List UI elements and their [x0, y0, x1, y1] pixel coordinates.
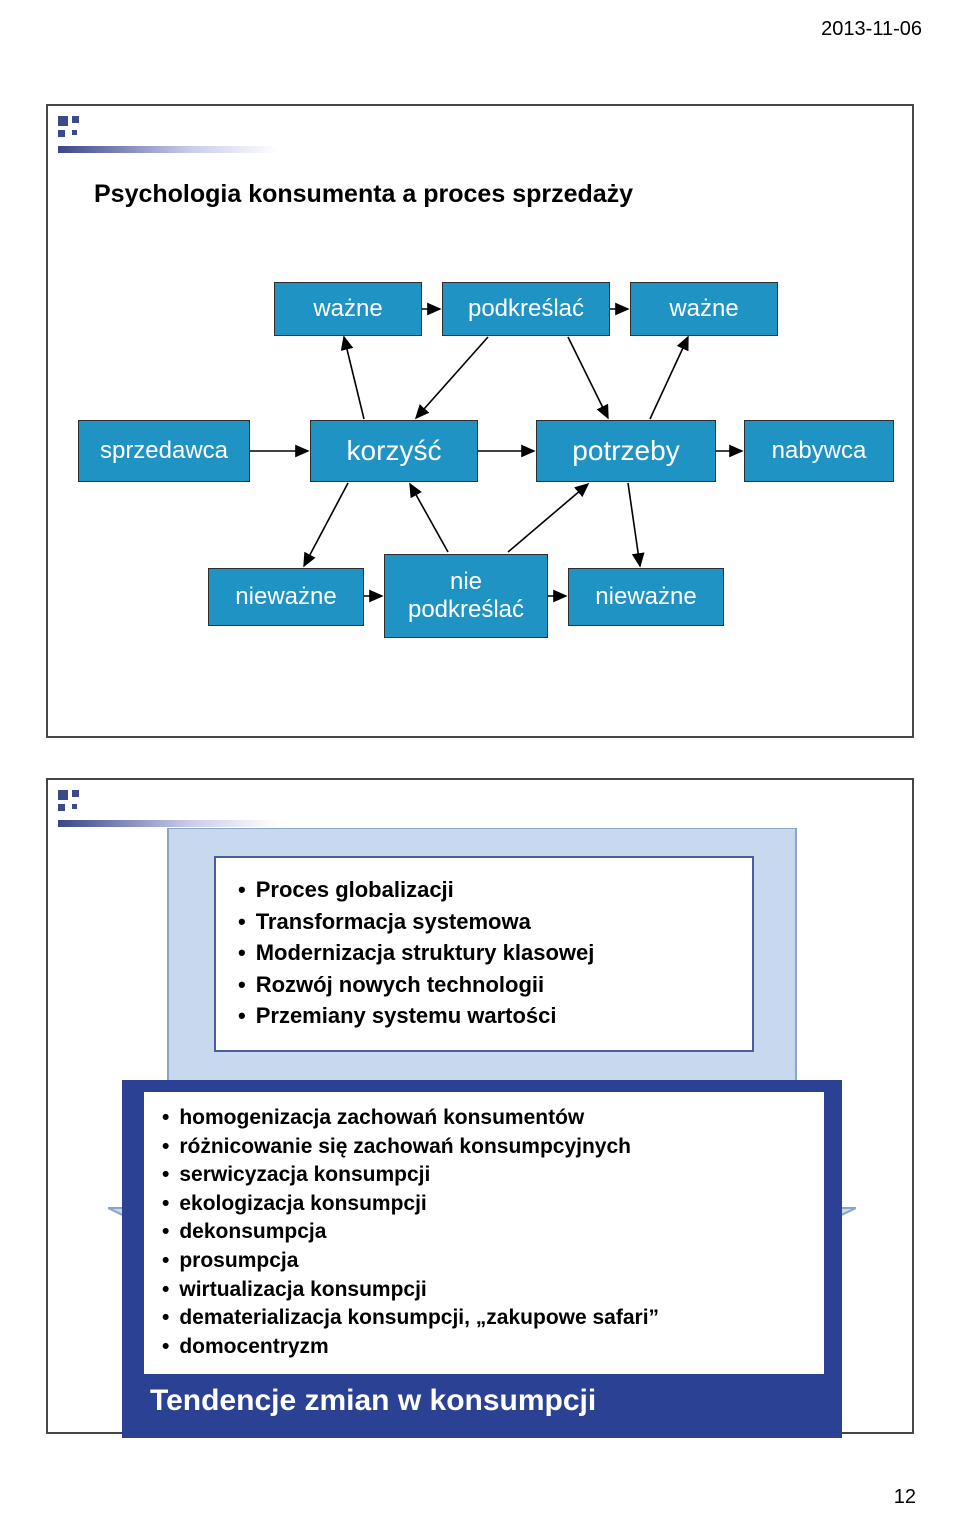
- box-korzysc: korzyść: [310, 420, 478, 482]
- box-nabywca: nabywca: [744, 420, 894, 482]
- box-label: ważne: [313, 295, 382, 323]
- label-item: Proces globalizacji: [238, 876, 734, 904]
- list-item: homogenizacja zachowań konsumentów: [162, 1105, 810, 1131]
- box-potrzeby: potrzeby: [536, 420, 716, 482]
- label-item: Rozwój nowych technologii: [238, 971, 734, 999]
- label-item: Modernizacja struktury klasowej: [238, 939, 734, 967]
- gradient-bar: [58, 146, 278, 153]
- gradient-bar: [58, 820, 278, 827]
- label-item: Transformacja systemowa: [238, 908, 734, 936]
- box-label: ważne: [669, 295, 738, 323]
- box-label: podkreślać: [468, 295, 584, 323]
- box-wazne-2: ważne: [630, 282, 778, 336]
- box-label: nieważne: [595, 583, 696, 611]
- blue-panel-caption: Tendencje zmian w konsumpcji: [144, 1384, 824, 1418]
- box-label: sprzedawca: [100, 437, 228, 465]
- list-item: domocentryzm: [162, 1334, 810, 1360]
- box-sprzedawca: sprzedawca: [78, 420, 250, 482]
- page-number: 12: [894, 1486, 916, 1509]
- box-nie-podkreslac: nie podkreślać: [384, 554, 548, 638]
- box-label: nieważne: [235, 583, 336, 611]
- corner-decoration-icon: [58, 790, 86, 818]
- box-label: nie podkreślać: [408, 568, 524, 623]
- list-item: dekonsumpcja: [162, 1219, 810, 1245]
- label-item: Przemiany systemu wartości: [238, 1002, 734, 1030]
- list-item: dematerializacja konsumpcji, „zakupowe s…: [162, 1305, 810, 1331]
- blue-panel: homogenizacja zachowań konsumentów różni…: [122, 1080, 842, 1438]
- box-label: nabywca: [772, 437, 867, 465]
- upper-labels-box: Proces globalizacji Transformacja system…: [214, 856, 754, 1052]
- box-label: potrzeby: [572, 435, 679, 467]
- list-item: różnicowanie się zachowań konsumpcyjnych: [162, 1134, 810, 1160]
- page: 2013-11-06 12 Psychologia konsumenta a p…: [0, 0, 960, 1527]
- slide-1-title: Psychologia konsumenta a proces sprzedaż…: [94, 180, 633, 209]
- list-item: wirtualizacja konsumpcji: [162, 1277, 810, 1303]
- blue-panel-inner: homogenizacja zachowań konsumentów różni…: [144, 1092, 824, 1374]
- list-item: prosumpcja: [162, 1248, 810, 1274]
- list-item: serwicyzacja konsumpcji: [162, 1162, 810, 1188]
- page-date: 2013-11-06: [821, 18, 922, 41]
- slide-1: Psychologia konsumenta a proces sprzedaż…: [46, 104, 914, 738]
- list-item: ekologizacja konsumpcji: [162, 1191, 810, 1217]
- corner-decoration-icon: [58, 116, 86, 144]
- slide-2: Proces globalizacji Transformacja system…: [46, 778, 914, 1434]
- box-podkreslac: podkreślać: [442, 282, 610, 336]
- box-label: korzyść: [347, 435, 442, 467]
- box-niewazne-1: nieważne: [208, 568, 364, 626]
- box-niewazne-2: nieważne: [568, 568, 724, 626]
- box-wazne-1: ważne: [274, 282, 422, 336]
